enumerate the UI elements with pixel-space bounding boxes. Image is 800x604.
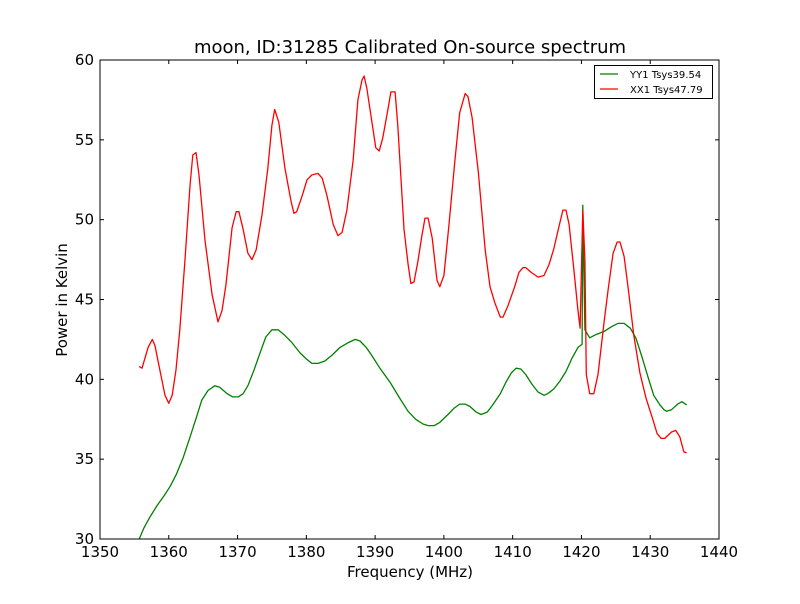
y-tick-label: 45 (75, 291, 94, 309)
y-tick-label: 40 (75, 370, 94, 388)
chart-title: moon, ID:31285 Calibrated On-source spec… (194, 37, 626, 58)
x-tick-label: 1440 (700, 543, 738, 561)
x-tick-label: 1430 (631, 543, 669, 561)
x-tick-label: 1380 (287, 543, 325, 561)
legend-box (594, 65, 713, 99)
series-line-xx1 (138, 75, 687, 454)
x-tick-label: 1400 (425, 543, 463, 561)
x-axis-label: Frequency (MHz) (347, 563, 473, 581)
y-axis-label: Power in Kelvin (53, 243, 71, 357)
x-tick-label: 1350 (81, 543, 119, 561)
legend-label-yy1: YY1 Tsys39.54 (629, 70, 701, 81)
x-tick-label: 1420 (562, 543, 600, 561)
legend-label-xx1: XX1 Tsys47.79 (630, 85, 703, 96)
y-tick-label: 30 (75, 530, 94, 548)
x-tick-label: 1360 (150, 543, 188, 561)
plot-frame (99, 59, 720, 540)
y-tick-label: 50 (75, 211, 94, 229)
y-tick-label: 35 (75, 450, 94, 468)
legend: YY1 Tsys39.54 XX1 Tsys47.79 (594, 65, 713, 99)
x-tick-label: 1390 (356, 543, 394, 561)
y-tick-label: 60 (75, 51, 94, 69)
x-tick-label: 1370 (218, 543, 256, 561)
y-tick-label: 55 (75, 131, 94, 149)
x-tick-label: 1410 (494, 543, 532, 561)
